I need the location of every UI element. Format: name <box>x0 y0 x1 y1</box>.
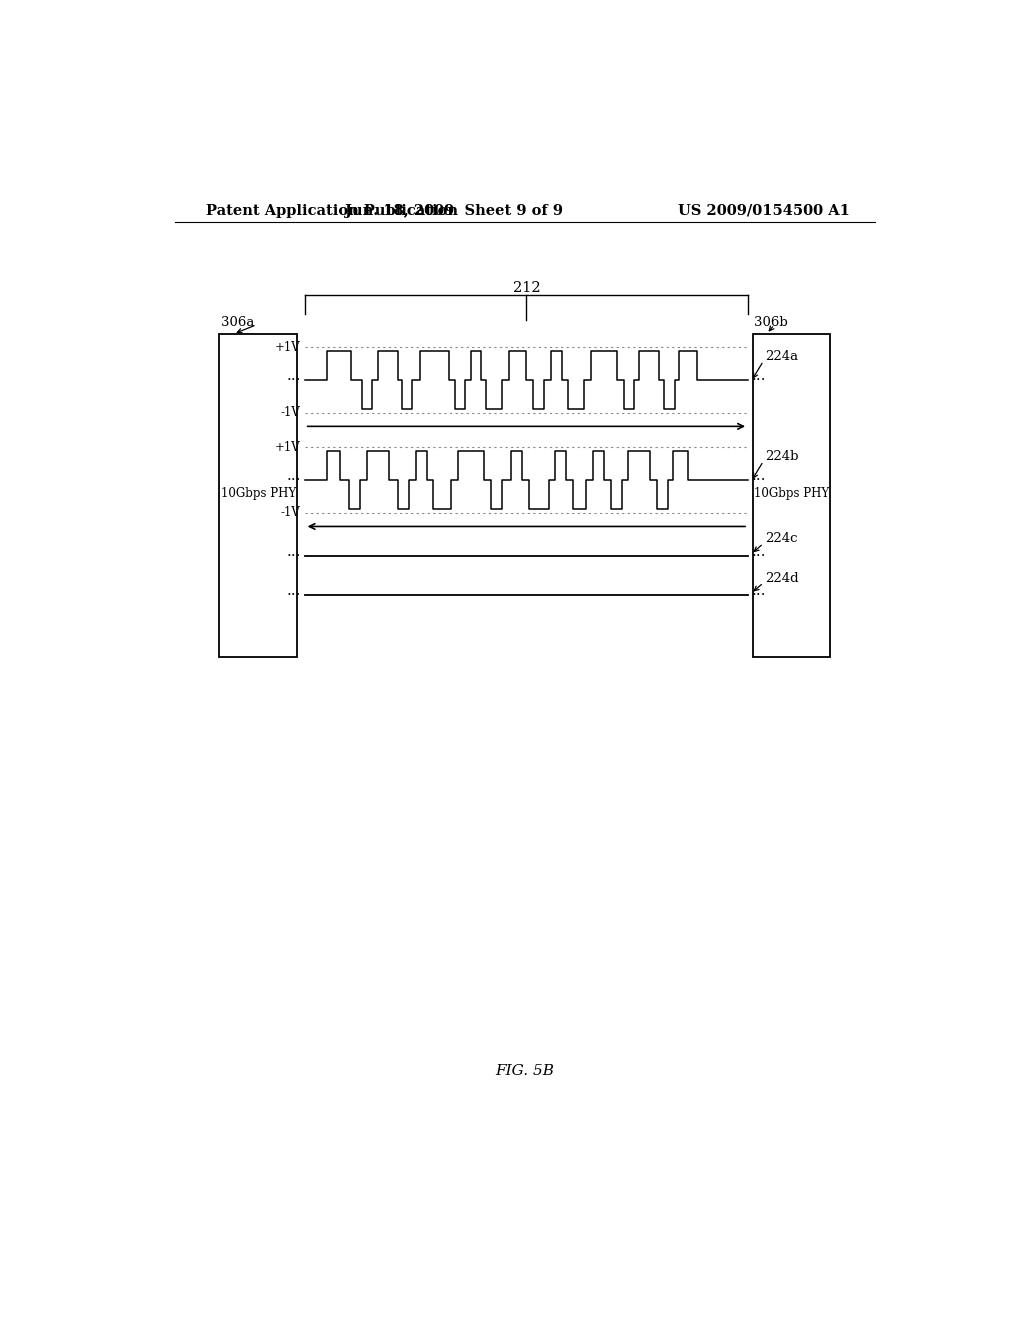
Text: ···: ··· <box>752 549 767 562</box>
Bar <box>753 334 830 657</box>
Text: -1V: -1V <box>281 407 300 418</box>
Text: 306a: 306a <box>221 315 254 329</box>
Text: ···: ··· <box>286 372 301 387</box>
Text: ···: ··· <box>752 372 767 387</box>
Text: 224a: 224a <box>765 350 798 363</box>
Text: 10Gbps PHY: 10Gbps PHY <box>220 487 296 500</box>
Text: FIG. 5B: FIG. 5B <box>496 1064 554 1078</box>
Text: ···: ··· <box>286 473 301 487</box>
Text: ···: ··· <box>286 549 301 562</box>
Text: +1V: +1V <box>274 341 300 354</box>
Text: 224b: 224b <box>765 450 799 463</box>
Text: -1V: -1V <box>281 506 300 519</box>
Text: +1V: +1V <box>274 441 300 454</box>
Text: 306b: 306b <box>755 315 787 329</box>
Text: Jun. 18, 2009  Sheet 9 of 9: Jun. 18, 2009 Sheet 9 of 9 <box>344 203 562 218</box>
Text: US 2009/0154500 A1: US 2009/0154500 A1 <box>678 203 850 218</box>
Text: Patent Application Publication: Patent Application Publication <box>206 203 458 218</box>
Bar <box>219 334 297 657</box>
Text: 10Gbps PHY: 10Gbps PHY <box>754 487 829 500</box>
Text: 224d: 224d <box>765 572 799 585</box>
Text: ···: ··· <box>752 473 767 487</box>
Text: ···: ··· <box>286 587 301 602</box>
Text: 212: 212 <box>513 281 541 294</box>
Text: 224c: 224c <box>765 532 798 545</box>
Text: ···: ··· <box>752 587 767 602</box>
